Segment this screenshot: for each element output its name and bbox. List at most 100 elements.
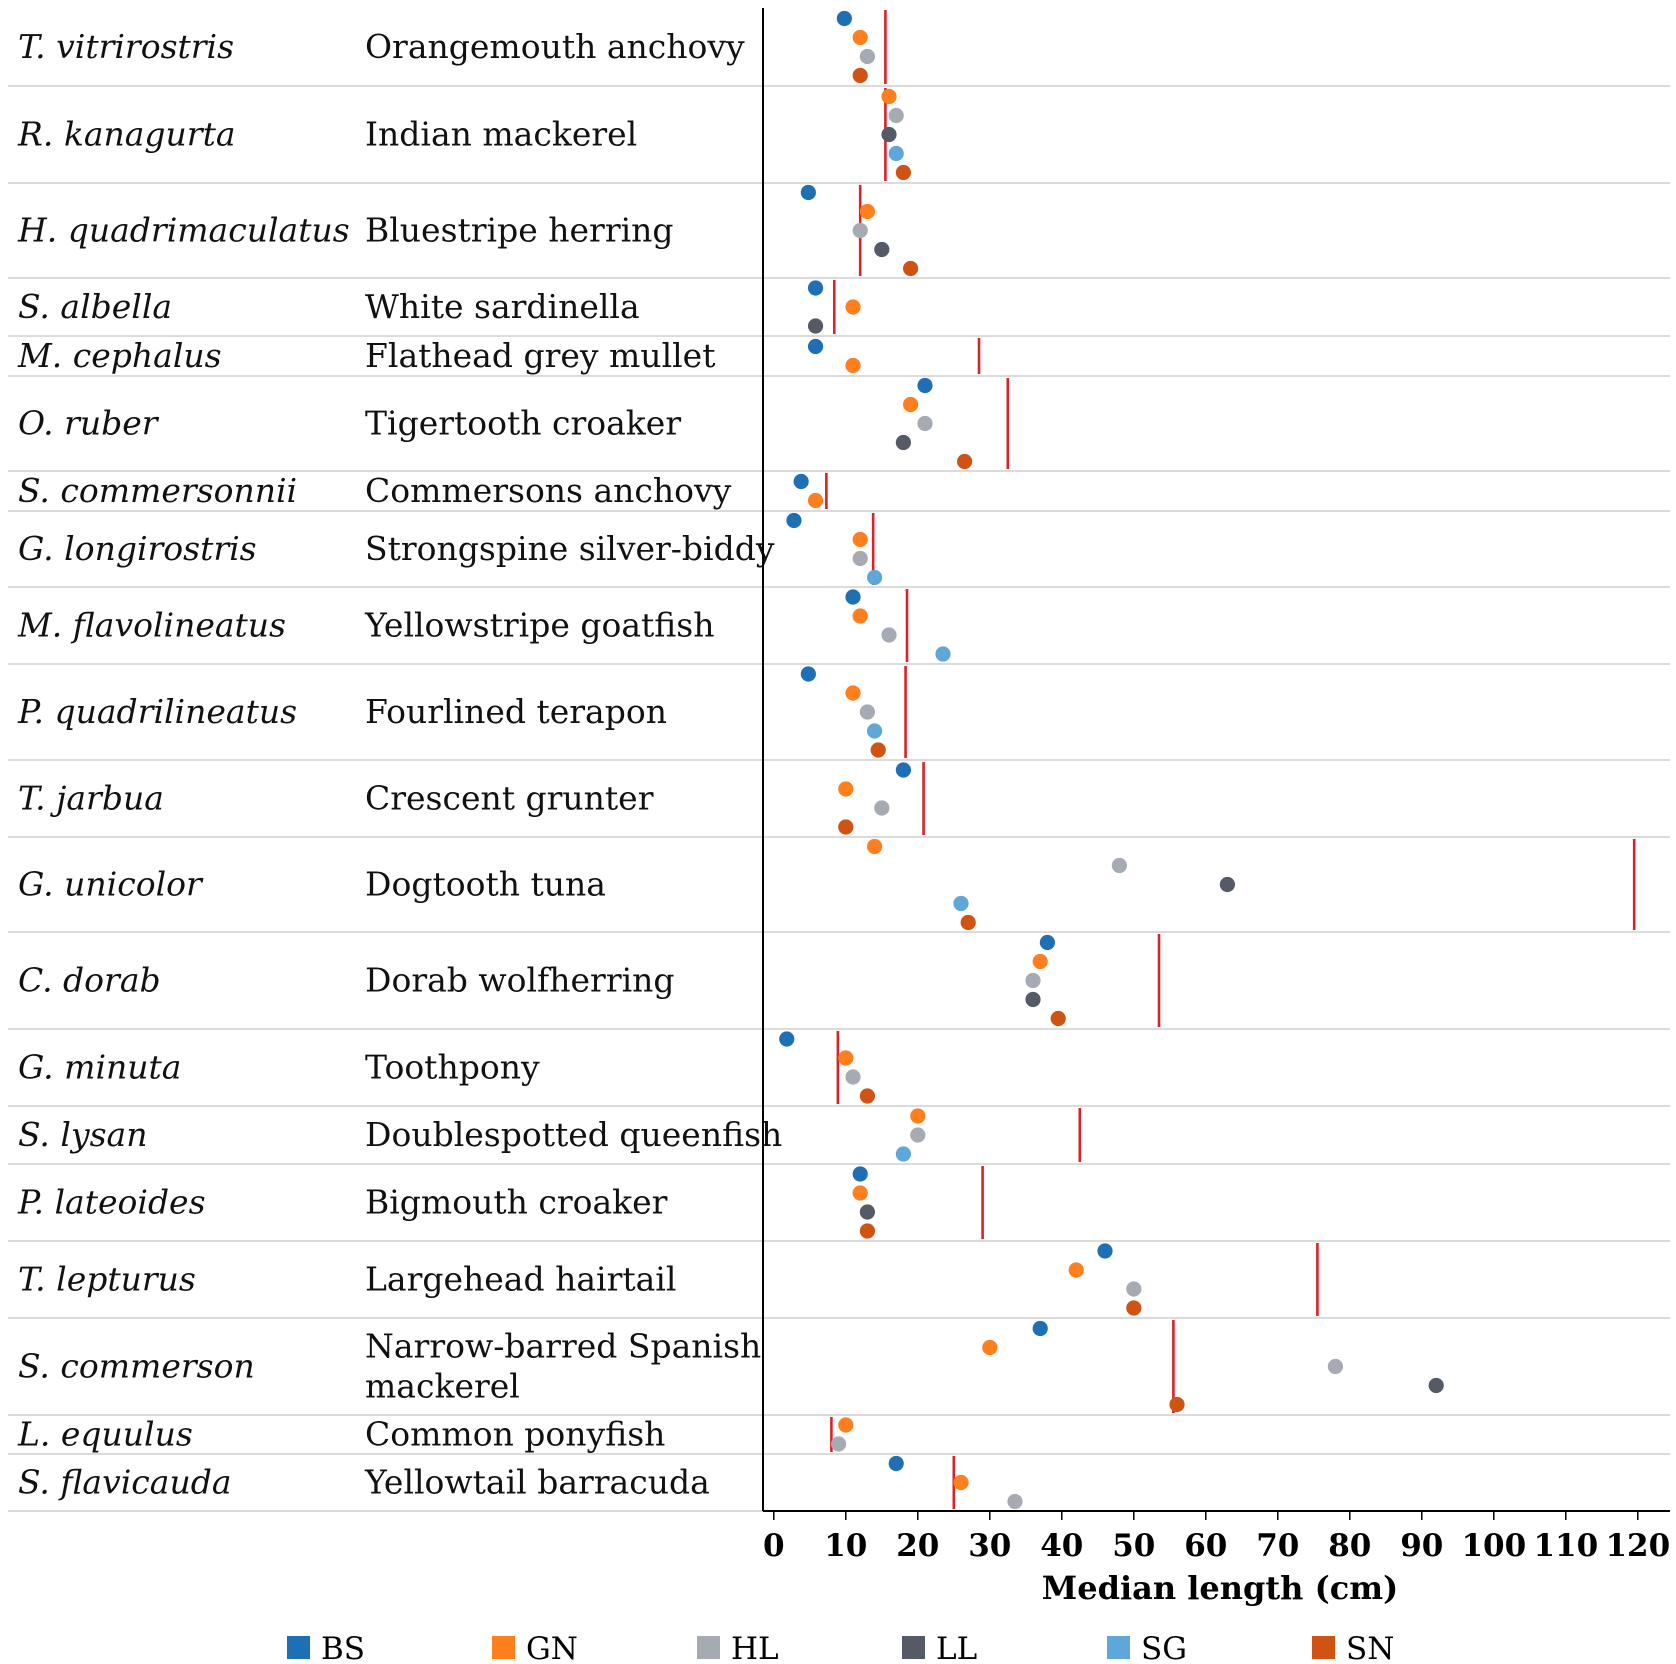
species-scientific-name: S. commersonnii bbox=[18, 471, 297, 510]
data-point-hl bbox=[910, 1127, 926, 1143]
species-scientific-name: R. kanagurta bbox=[17, 115, 236, 154]
species-common-name: Largehead hairtail bbox=[365, 1260, 676, 1299]
species-scientific-name: T. lepturus bbox=[18, 1260, 196, 1299]
data-point-sn bbox=[903, 260, 919, 277]
data-point-bs bbox=[1097, 1243, 1113, 1259]
x-tick-label: 50 bbox=[1112, 1528, 1155, 1564]
data-point-sn bbox=[852, 67, 868, 84]
data-point-hl bbox=[845, 1069, 861, 1085]
species-scientific-name: M. flavolineatus bbox=[17, 606, 286, 645]
data-point-sg bbox=[953, 895, 969, 912]
x-tick-label: 110 bbox=[1533, 1528, 1598, 1564]
data-point-gn bbox=[838, 1050, 854, 1066]
data-point-ll bbox=[1219, 876, 1235, 893]
data-point-hl bbox=[852, 222, 868, 239]
data-point-sn bbox=[1050, 1010, 1066, 1027]
data-point-bs bbox=[800, 666, 816, 682]
species-common-name: White sardinella bbox=[365, 287, 640, 326]
x-tick-label: 80 bbox=[1328, 1528, 1371, 1564]
data-point-hl bbox=[888, 107, 904, 124]
data-point-hl bbox=[859, 48, 876, 65]
data-point-gn bbox=[807, 492, 824, 509]
species-scientific-name: G. longirostris bbox=[18, 529, 257, 568]
data-point-gn bbox=[953, 1474, 969, 1491]
x-tick-label: 120 bbox=[1605, 1528, 1670, 1564]
data-point-gn bbox=[845, 299, 861, 315]
data-point-bs bbox=[1039, 934, 1055, 951]
data-point-hl bbox=[874, 800, 890, 816]
x-tick-label: 90 bbox=[1400, 1528, 1443, 1564]
data-point-gn bbox=[867, 838, 883, 855]
data-point-gn bbox=[852, 1185, 868, 1201]
data-point-gn bbox=[845, 357, 861, 374]
data-point-bs bbox=[836, 10, 852, 27]
species-common-name: Doublespotted queenfish bbox=[365, 1115, 782, 1154]
data-point-hl bbox=[1327, 1358, 1343, 1375]
data-point-ll bbox=[1025, 991, 1041, 1008]
x-tick-label: 10 bbox=[824, 1528, 867, 1564]
species-common-name: Fourlined terapon bbox=[365, 692, 667, 731]
species-common-name: Indian mackerel bbox=[365, 115, 637, 154]
data-point-ll bbox=[859, 1204, 876, 1220]
data-point-gn bbox=[838, 1417, 854, 1433]
data-point-gn bbox=[982, 1339, 998, 1356]
data-point-ll bbox=[895, 434, 912, 451]
legend-swatch-bs bbox=[287, 1636, 310, 1659]
data-point-hl bbox=[881, 627, 897, 643]
x-tick-label: 40 bbox=[1040, 1528, 1083, 1564]
data-point-sn bbox=[957, 453, 973, 470]
data-point-hl bbox=[859, 704, 876, 720]
data-point-bs bbox=[1032, 1320, 1048, 1337]
legend-swatch-sn bbox=[1312, 1636, 1335, 1659]
x-axis-title: Median length (cm) bbox=[1042, 1569, 1398, 1607]
species-common-name: Bluestripe herring bbox=[365, 211, 674, 250]
data-point-gn bbox=[852, 608, 868, 624]
species-scientific-name: S. flavicauda bbox=[18, 1463, 232, 1502]
species-common-name: Common ponyfish bbox=[365, 1415, 665, 1454]
legend-label-gn: GN bbox=[526, 1631, 578, 1664]
species-common-name: Dorab wolfherring bbox=[365, 961, 675, 1000]
species-common-name: mackerel bbox=[365, 1367, 520, 1406]
data-point-hl bbox=[1111, 857, 1127, 874]
species-scientific-name: T. jarbua bbox=[18, 779, 164, 818]
data-point-gn bbox=[1032, 953, 1048, 970]
legend-label-hl: HL bbox=[731, 1631, 779, 1664]
species-rows: T. vitrirostris Orangemouth anchovy R. kan… bbox=[8, 27, 1670, 1512]
data-point-sn bbox=[895, 164, 912, 181]
data-point-bs bbox=[793, 473, 809, 490]
species-scientific-name: G. minuta bbox=[18, 1048, 181, 1087]
data-point-bs bbox=[888, 1455, 904, 1472]
species-scientific-name: T. vitrirostris bbox=[18, 27, 234, 66]
species-common-name: Flathead grey mullet bbox=[365, 336, 715, 375]
data-point-bs bbox=[852, 1166, 868, 1182]
data-point-bs bbox=[779, 1031, 795, 1047]
legend-label-sn: SN bbox=[1346, 1631, 1394, 1664]
legend-swatch-sg bbox=[1107, 1636, 1130, 1659]
data-point-ll bbox=[881, 126, 897, 143]
species-scientific-name: O. ruber bbox=[18, 404, 160, 443]
data-point-gn bbox=[910, 1108, 926, 1124]
legend-label-sg: SG bbox=[1141, 1631, 1187, 1664]
data-point-bs bbox=[786, 512, 802, 529]
x-tick-label: 70 bbox=[1256, 1528, 1299, 1564]
species-common-name: Yellowstripe goatfish bbox=[364, 606, 714, 645]
data-point-sg bbox=[867, 723, 883, 739]
x-tick-label: 100 bbox=[1461, 1528, 1526, 1564]
data-point-bs bbox=[807, 338, 824, 355]
data-point-bs bbox=[895, 762, 912, 778]
legend-swatch-hl bbox=[697, 1636, 720, 1659]
species-common-name: Strongspine silver-biddy bbox=[365, 529, 775, 568]
data-point-sg bbox=[867, 569, 883, 586]
data-point-gn bbox=[1068, 1262, 1084, 1278]
legend-label-bs: BS bbox=[321, 1631, 365, 1664]
x-tick-label: 60 bbox=[1184, 1528, 1227, 1564]
data-point-sn bbox=[960, 914, 976, 931]
data-point-ll bbox=[807, 318, 824, 334]
species-scientific-name: M. cephalus bbox=[17, 336, 222, 375]
x-tick-label: 0 bbox=[763, 1528, 785, 1564]
data-point-hl bbox=[1007, 1493, 1023, 1510]
species-common-name: Bigmouth croaker bbox=[365, 1183, 668, 1222]
species-scientific-name: S. albella bbox=[18, 287, 172, 326]
data-point-sn bbox=[870, 742, 886, 758]
